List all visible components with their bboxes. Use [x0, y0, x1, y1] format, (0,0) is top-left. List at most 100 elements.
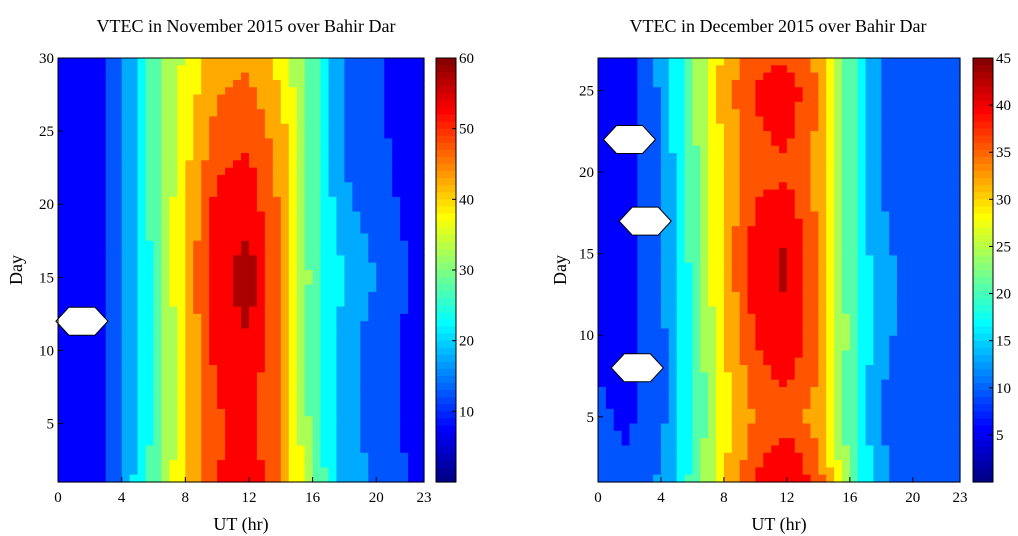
heatmap-cell [256, 233, 266, 242]
heatmap-cell [241, 365, 250, 373]
heatmap-cell [771, 357, 780, 366]
heatmap-cell [248, 460, 258, 468]
heatmap-cell [193, 401, 202, 410]
heatmap-cell [857, 365, 867, 373]
heatmap-cell [684, 270, 694, 278]
heatmap-cell [802, 321, 812, 330]
heatmap-cell [304, 160, 314, 169]
heatmap-cell [392, 153, 401, 161]
heatmap-cell [352, 328, 361, 337]
heatmap-cell [416, 94, 425, 103]
heatmap-cell [360, 277, 369, 286]
heatmap-cell [802, 357, 812, 366]
heatmap-cell [58, 196, 67, 205]
heatmap-cell [256, 423, 266, 432]
heatmap-cell [834, 401, 843, 410]
heatmap-cell [897, 379, 906, 388]
heatmap-cell [881, 58, 890, 66]
heatmap-cell [660, 408, 670, 417]
heatmap-cell [368, 408, 377, 417]
chart-title: VTEC in December 2015 over Bahir Dar [630, 16, 927, 36]
heatmap-cell [416, 240, 425, 249]
heatmap-cell [256, 153, 266, 161]
heatmap-cell [708, 101, 717, 110]
heatmap-cell [881, 182, 890, 191]
heatmap-cell [161, 335, 170, 344]
heatmap-cell [368, 299, 377, 308]
heatmap-cell [280, 365, 290, 373]
heatmap-cell [233, 467, 242, 476]
heatmap-cell [392, 416, 401, 425]
heatmap-cell [360, 189, 369, 198]
heatmap-cell [834, 116, 843, 125]
heatmap-cell [731, 189, 741, 198]
heatmap-cell [416, 58, 425, 66]
colorbar-segment [436, 376, 456, 384]
heatmap-cell [889, 131, 898, 140]
heatmap-cell [352, 160, 361, 169]
heatmap-cell [834, 284, 843, 293]
heatmap-cell [161, 357, 170, 366]
heatmap-cell [121, 233, 131, 242]
heatmap-cell [73, 416, 83, 425]
heatmap-cell [256, 145, 266, 154]
heatmap-cell [65, 262, 75, 271]
heatmap-cell [904, 240, 914, 249]
y-tick-label: 15 [39, 270, 54, 286]
heatmap-cell [209, 167, 218, 176]
heatmap-cell [320, 460, 330, 468]
heatmap-cell [137, 65, 147, 74]
heatmap-cell [344, 321, 353, 330]
heatmap-cell [613, 408, 623, 417]
heatmap-cell [779, 350, 788, 359]
heatmap-cell [105, 79, 115, 88]
heatmap-cell [889, 226, 898, 235]
heatmap-cell [786, 394, 796, 403]
heatmap-cell [105, 343, 115, 352]
heatmap-cell [336, 160, 346, 169]
heatmap-cell [621, 277, 631, 286]
heatmap-cell [897, 153, 906, 161]
heatmap-cell [193, 153, 202, 161]
heatmap-cell [786, 109, 796, 118]
heatmap-cell [904, 365, 914, 373]
heatmap-cell [113, 218, 123, 227]
heatmap-cell [81, 299, 91, 308]
heatmap-cell [288, 138, 298, 147]
heatmap-cell [217, 379, 226, 388]
heatmap-cell [121, 379, 131, 388]
heatmap-cell [802, 160, 812, 169]
heatmap-cell [113, 248, 123, 256]
heatmap-cell [708, 65, 717, 74]
heatmap-cell [328, 467, 338, 476]
heatmap-cell [668, 386, 678, 395]
heatmap-cell [169, 218, 178, 227]
heatmap-cell [105, 401, 115, 410]
heatmap-cell [137, 365, 147, 373]
heatmap-cell [920, 182, 930, 191]
heatmap-cell [889, 328, 898, 337]
heatmap-cell [865, 182, 875, 191]
heatmap-cell [400, 394, 409, 403]
heatmap-cell [613, 270, 623, 278]
heatmap-cell [185, 350, 194, 359]
heatmap-cell [928, 277, 937, 286]
heatmap-cell [723, 284, 733, 293]
heatmap-cell [384, 262, 393, 271]
heatmap-cell [233, 248, 242, 256]
heatmap-cell [889, 277, 898, 286]
heatmap-cell [304, 270, 314, 278]
heatmap-cell [121, 394, 131, 403]
heatmap-cell [288, 284, 298, 293]
heatmap-cell [241, 401, 250, 410]
heatmap-cell [352, 401, 361, 410]
heatmap-cell [89, 452, 99, 461]
heatmap-cell [312, 138, 322, 147]
heatmap-cell [129, 350, 139, 359]
heatmap-cell [58, 87, 67, 96]
heatmap-cell [320, 408, 330, 417]
heatmap-cell [58, 386, 67, 395]
heatmap-cell [897, 357, 906, 366]
heatmap-cell [264, 116, 274, 125]
heatmap-cell [201, 401, 210, 410]
